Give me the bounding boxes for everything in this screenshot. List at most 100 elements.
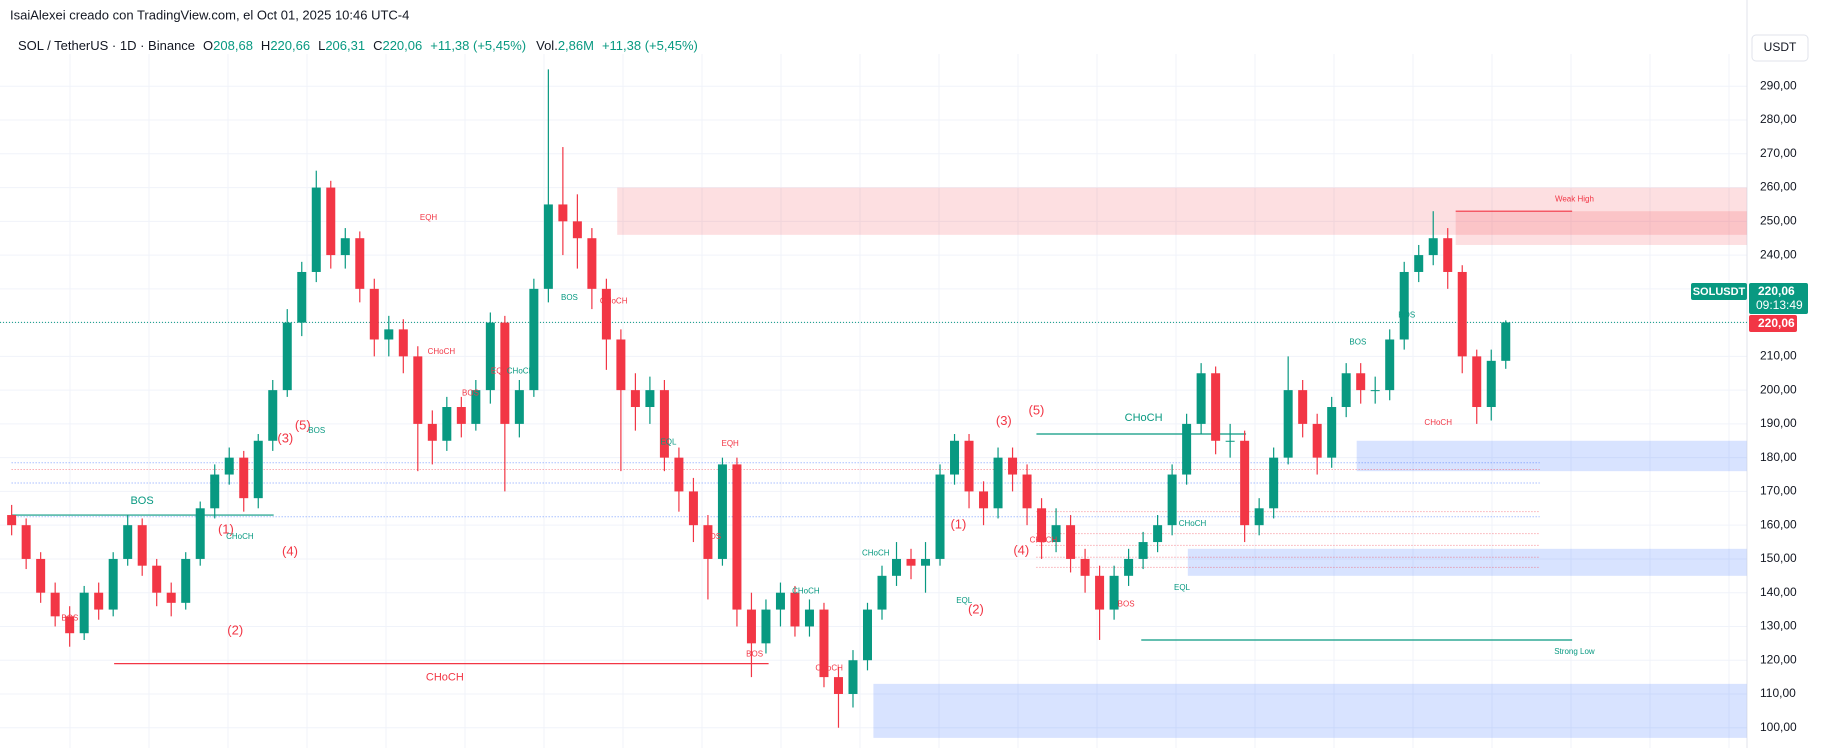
candle-body: [674, 457, 684, 492]
candle-body: [906, 558, 916, 566]
candle-body: [210, 474, 220, 509]
candle-body: [1124, 558, 1134, 576]
candle-body: [877, 575, 887, 610]
annotation: BOS: [746, 650, 763, 659]
candle-body: [572, 221, 582, 239]
y-tick-label: 210,00: [1760, 349, 1797, 363]
candle-body: [964, 440, 974, 492]
candle-body: [1356, 373, 1366, 391]
annotation: BOS: [1349, 337, 1366, 346]
candle-body: [1486, 360, 1496, 408]
legend-item: +11,38 (+5,45%): [430, 38, 526, 53]
structure-label: CHoCH: [1125, 412, 1163, 424]
candle-body: [746, 609, 756, 644]
candle-body: [892, 558, 902, 576]
candle-body: [1414, 255, 1424, 272]
candle-body: [1298, 390, 1308, 424]
legend-item: Vol.: [536, 38, 558, 53]
legend-item: C: [373, 38, 382, 53]
candle-body: [7, 515, 17, 526]
candle-body: [239, 457, 249, 499]
annotation: EQL: [956, 596, 973, 605]
candle-body: [630, 390, 640, 408]
candle-body: [1312, 423, 1322, 458]
candle-body: [848, 660, 858, 694]
annotation: (4): [282, 543, 298, 558]
symbol-tag-text: SOLUSDT: [1693, 286, 1746, 298]
annotation: EQH: [491, 367, 509, 376]
candle-body: [253, 440, 263, 499]
candle-body: [268, 390, 278, 441]
candle-body: [137, 525, 147, 566]
annotation: EQH: [721, 439, 739, 448]
candle-body: [1283, 390, 1293, 458]
y-tick-label: 130,00: [1760, 619, 1797, 633]
countdown-text: 09:13:49: [1756, 298, 1803, 312]
candle-body: [1167, 474, 1177, 526]
annotation: (4): [1013, 542, 1029, 557]
annotation: BOS: [704, 532, 721, 541]
y-tick-label: 260,00: [1760, 180, 1797, 194]
candle-body: [123, 525, 133, 559]
candle-body: [819, 609, 829, 678]
legend: SOL / TetherUS · 1D · Binance O208,68 H220…: [18, 38, 698, 53]
annotation: EQL: [660, 438, 677, 447]
annotation: CHoCH: [226, 532, 254, 541]
last-price-text: 220,06: [1758, 316, 1795, 330]
legend-item: L: [318, 38, 325, 53]
legend-item: 2,86M: [558, 38, 594, 53]
annotation: (1): [218, 521, 234, 536]
zone: [1187, 548, 1747, 576]
currency-button: [1751, 34, 1809, 62]
y-tick-label: 100,00: [1760, 720, 1797, 734]
candle-body: [152, 565, 162, 593]
candle-body: [993, 457, 1003, 509]
candle-body: [1385, 339, 1395, 391]
candle-body: [79, 592, 89, 634]
zone: [1455, 211, 1747, 245]
candle-body: [1080, 558, 1090, 576]
y-tick-label: 200,00: [1760, 382, 1797, 396]
candle-body: [659, 390, 669, 458]
annotation: CHoCH: [862, 548, 890, 557]
candle-body: [181, 558, 191, 603]
structure-label: CHoCH: [426, 672, 464, 684]
y-tick-label: 150,00: [1760, 551, 1797, 565]
zone: [873, 683, 1747, 738]
legend-item: 206,31: [325, 38, 365, 53]
candle-body: [427, 423, 437, 441]
candle-body: [862, 609, 872, 661]
candle-body: [703, 525, 713, 559]
annotation: CHoCH: [1179, 519, 1207, 528]
candle-body: [1472, 356, 1482, 408]
symbol-tag: [1691, 283, 1747, 300]
structure-label: BOS: [130, 495, 153, 507]
candle-body: [108, 558, 118, 610]
candle-body: [529, 288, 539, 391]
y-tick-label: 140,00: [1760, 585, 1797, 599]
candle-body: [1399, 271, 1409, 340]
annotation: BOS: [462, 389, 479, 398]
y-tick-label: 190,00: [1760, 416, 1797, 430]
y-tick-label: 180,00: [1760, 450, 1797, 464]
candle-body: [1443, 238, 1453, 272]
annotation: (2): [968, 602, 984, 617]
candle-body: [1254, 508, 1264, 526]
candle-body: [1008, 457, 1018, 475]
candle-body: [950, 440, 960, 475]
candle-body: [326, 187, 336, 256]
y-tick-label: 120,00: [1760, 652, 1797, 666]
candle-body: [50, 592, 60, 617]
annotation: CHoCH: [792, 587, 820, 596]
candle-body: [1327, 407, 1337, 458]
candle-body: [688, 491, 698, 526]
candle-body: [282, 322, 292, 391]
candle-body: [1066, 525, 1076, 559]
candle-body: [732, 464, 742, 610]
y-tick-label: 290,00: [1760, 78, 1797, 92]
annotation: BOS: [1398, 311, 1415, 320]
candle-body: [1022, 474, 1032, 509]
legend-item: H: [261, 38, 270, 53]
candle-body: [21, 525, 31, 559]
